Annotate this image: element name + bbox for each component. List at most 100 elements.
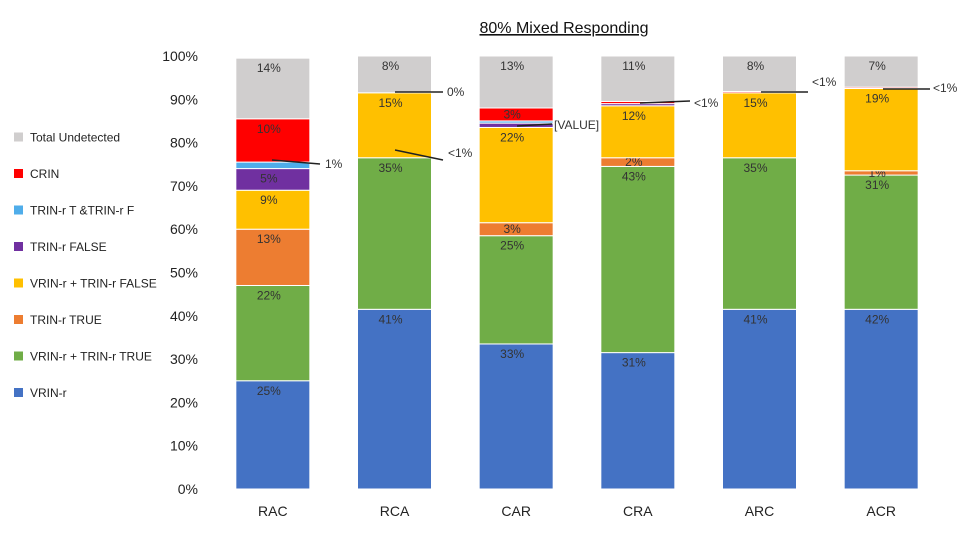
legend-swatch — [14, 132, 23, 142]
category-label: CRA — [623, 503, 653, 519]
bar-group-arc: 41% 35% 15% 8% ARC — [722, 55, 797, 519]
segment-label: 9% — [260, 193, 278, 207]
legend-label: CRIN — [30, 167, 59, 181]
bar-segment — [235, 189, 311, 230]
y-tick-label: 70% — [170, 178, 198, 194]
bar-segment — [600, 55, 676, 102]
bar-group-cra: 31% 43%2% 12% 11% CRA — [600, 55, 676, 519]
bar-segment — [600, 165, 676, 354]
y-tick-label: 10% — [170, 438, 198, 454]
segment-label: 3% — [503, 107, 521, 121]
y-tick-label: 90% — [170, 91, 198, 107]
segment-label: 42% — [865, 312, 889, 326]
segment-label: 7% — [868, 59, 886, 73]
legend-swatch — [14, 169, 23, 178]
segment-label: 14% — [257, 61, 281, 75]
segment-label: 11% — [622, 59, 645, 73]
y-tick-label: 50% — [170, 265, 198, 281]
bar-segment — [843, 174, 919, 310]
bar-segment — [600, 105, 676, 159]
bar-group-rac: 25% 22% 13% 9% 5% 10% 14% RAC — [235, 57, 311, 519]
callout-label: <1% — [812, 75, 837, 89]
bar-segment — [235, 284, 311, 382]
bar-group-acr: 42%31%1%19%7%ACR — [843, 55, 919, 519]
segment-label: 33% — [500, 347, 524, 361]
bar-segment — [357, 157, 432, 310]
segment-label: 12% — [622, 109, 646, 123]
y-tick-label: 80% — [170, 135, 198, 151]
bar-segment — [722, 55, 797, 93]
callout-label: <1% — [933, 81, 958, 95]
bar-segment — [357, 308, 432, 490]
callout-label: 0% — [447, 85, 465, 99]
category-label: CAR — [501, 503, 531, 519]
segment-label: 35% — [378, 161, 402, 175]
segment-label: 8% — [747, 59, 765, 73]
category-label: ACR — [866, 503, 896, 519]
segment-label: 25% — [500, 239, 524, 253]
y-tick-label: 20% — [170, 394, 198, 410]
bar-segment — [235, 118, 311, 163]
segment-label: 10% — [257, 122, 281, 136]
legend-label: Total Undetected — [30, 131, 120, 145]
segment-label: 35% — [743, 161, 767, 175]
callout-leader — [639, 100, 691, 104]
bar-segment — [478, 235, 554, 345]
segment-label: 13% — [500, 59, 524, 73]
legend-swatch — [14, 315, 23, 324]
category-label: ARC — [745, 503, 775, 519]
category-label: RCA — [380, 503, 410, 519]
legend-label: TRIN-r T &TRIN-r F — [30, 204, 134, 218]
legend-swatch — [14, 242, 23, 251]
bar-segment — [600, 352, 676, 490]
segment-label: 41% — [743, 312, 767, 326]
bar-group-rca: 41% 35% 15% 8% RCA — [357, 55, 432, 519]
segment-label: 43% — [622, 169, 646, 183]
y-tick-label: 100% — [162, 48, 198, 64]
segment-label: 22% — [257, 288, 281, 302]
legend-label: TRIN-r FALSE — [30, 240, 107, 254]
bar-segment — [235, 380, 311, 490]
legend-label: VRIN-r + TRIN-r FALSE — [30, 277, 157, 291]
callout-label: [VALUE] — [554, 118, 599, 132]
bar-segment — [843, 87, 919, 172]
legend-swatch — [14, 278, 23, 288]
bar-segment — [722, 157, 797, 310]
segment-label: 25% — [257, 384, 281, 398]
segment-label: 31% — [865, 178, 889, 192]
y-tick-label: 0% — [178, 481, 198, 497]
segment-label: 31% — [622, 356, 646, 370]
bar-segment — [478, 55, 554, 109]
category-label: RAC — [258, 503, 288, 519]
bar-segment — [357, 55, 432, 94]
segment-label: 13% — [257, 232, 281, 246]
callout-leader — [394, 149, 444, 161]
legend-swatch — [14, 205, 23, 215]
callout-leader — [516, 123, 553, 127]
segment-label: 8% — [382, 59, 400, 73]
y-tick-label: 30% — [170, 351, 198, 367]
y-tick-label: 60% — [170, 221, 198, 237]
bar-segment — [478, 126, 554, 224]
bar-segment — [478, 343, 554, 490]
segment-label: 15% — [743, 96, 767, 110]
segment-label: 19% — [865, 91, 889, 105]
callout-leader — [271, 159, 321, 165]
segment-label: 41% — [378, 312, 402, 326]
legend-label: TRIN-r TRUE — [30, 313, 102, 327]
segment-label: 3% — [503, 222, 521, 236]
legend-swatch — [14, 351, 23, 361]
bar-segment — [843, 55, 919, 88]
y-tick-label: 40% — [170, 308, 198, 324]
segment-label: 15% — [378, 96, 402, 110]
callout-label: <1% — [448, 146, 473, 160]
bar-segment — [235, 161, 311, 170]
bar-segment — [235, 57, 311, 120]
callout-label: 1% — [325, 157, 343, 171]
legend-swatch — [14, 388, 23, 397]
legend-label: VRIN-r + TRIN-r TRUE — [30, 350, 152, 364]
bar-segment — [722, 92, 797, 159]
segment-label: 22% — [500, 130, 524, 144]
callout-label: <1% — [694, 96, 719, 110]
